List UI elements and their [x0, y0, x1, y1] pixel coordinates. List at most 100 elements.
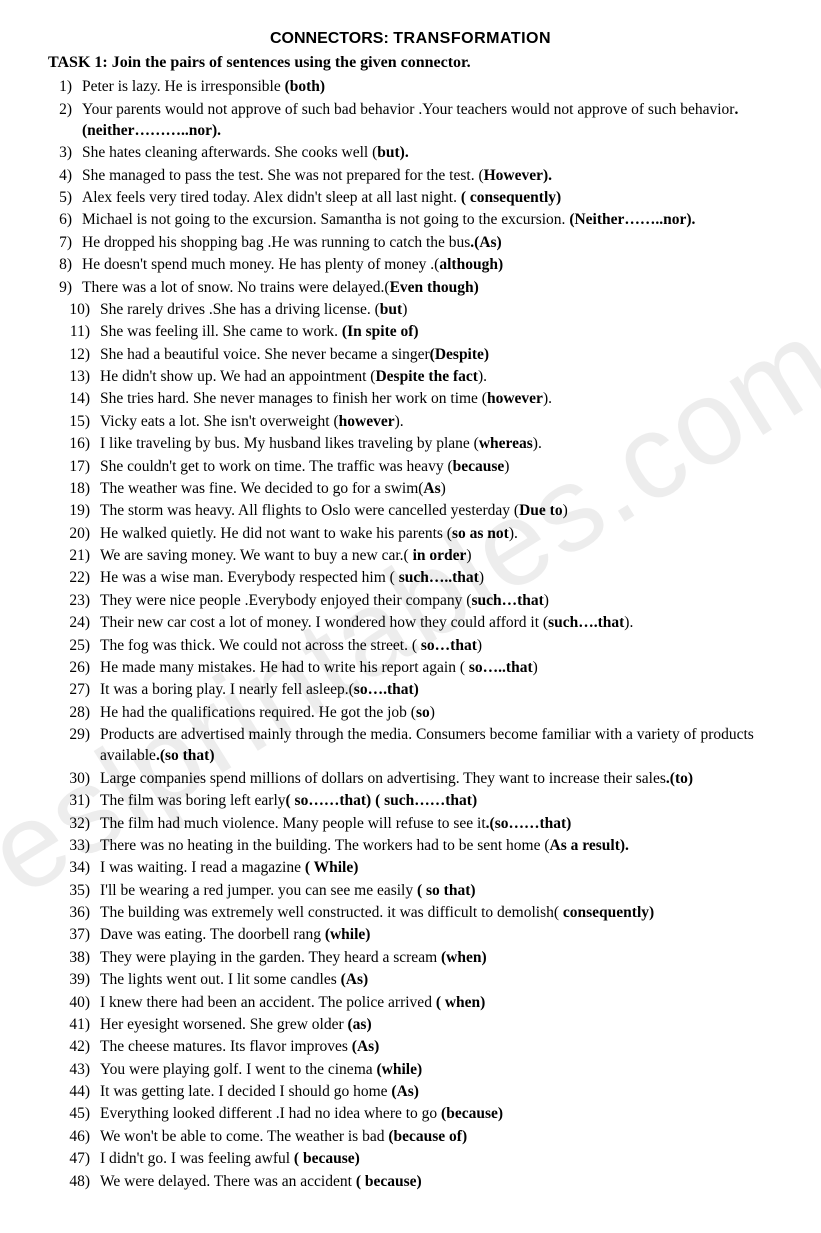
sentence-text: You were playing golf. I went to the cin…	[100, 1061, 377, 1078]
connector-label: However).	[484, 167, 552, 184]
list-item: Peter is lazy. He is irresponsible (both…	[48, 76, 773, 97]
sentence-text: They were playing in the garden. They he…	[100, 949, 441, 966]
sentence-text: She couldn't get to work on time. The tr…	[100, 458, 453, 475]
list-item: There was a lot of snow. No trains were …	[48, 277, 773, 298]
sentence-text: The lights went out. I lit some candles	[100, 971, 341, 988]
sentence-text: Large companies spend millions of dollar…	[100, 770, 666, 787]
list-item: It was getting late. I decided I should …	[48, 1081, 773, 1102]
sentence-text: The film was boring left early	[100, 792, 286, 809]
connector-label: Despite the fact	[375, 368, 477, 385]
sentence-text: I knew there had been an accident. The p…	[100, 994, 436, 1011]
closing-text: ).	[533, 435, 542, 452]
list-item: He had the qualifications required. He g…	[48, 702, 773, 723]
list-item: Large companies spend millions of dollar…	[48, 768, 773, 789]
sentence-text: She rarely drives .She has a driving lic…	[100, 301, 380, 318]
connector-label: but	[380, 301, 402, 318]
list-item: I'll be wearing a red jumper. you can se…	[48, 880, 773, 901]
closing-text: )	[466, 547, 471, 564]
sentence-text: There was a lot of snow. No trains were …	[82, 279, 390, 296]
sentence-text: It was getting late. I decided I should …	[100, 1083, 391, 1100]
connector-label: (when)	[441, 949, 487, 966]
title-part2: TRANSFORMATION	[393, 30, 551, 47]
document-title: CONNECTORS: TRANSFORMATION	[48, 28, 773, 50]
list-item: The lights went out. I lit some candles …	[48, 969, 773, 990]
list-item: The weather was fine. We decided to go f…	[48, 478, 773, 499]
closing-text: ).	[624, 614, 633, 631]
list-item: She tries hard. She never manages to fin…	[48, 388, 773, 409]
list-item: It was a boring play. I nearly fell asle…	[48, 679, 773, 700]
sentence-text: Dave was eating. The doorbell rang	[100, 926, 325, 943]
connector-label: whereas	[479, 435, 533, 452]
connector-label: (as)	[348, 1016, 372, 1033]
connector-label: ( because)	[356, 1173, 422, 1190]
sentence-text: I like traveling by bus. My husband like…	[100, 435, 479, 452]
title-sep: :	[383, 30, 393, 47]
list-item: The film had much violence. Many people …	[48, 813, 773, 834]
connector-label: (Despite)	[430, 346, 489, 363]
connector-label: (because)	[441, 1105, 503, 1122]
list-item: You were playing golf. I went to the cin…	[48, 1059, 773, 1080]
connector-label: .(so……that)	[486, 815, 572, 832]
list-item: She was feeling ill. She came to work. (…	[48, 321, 773, 342]
connector-label: such….that	[548, 614, 624, 631]
connector-label: although)	[439, 256, 503, 273]
connector-label: Due to	[519, 502, 562, 519]
sentence-text: The cheese matures. Its flavor improves	[100, 1038, 352, 1055]
closing-text: )	[477, 637, 482, 654]
connector-label: As	[423, 480, 440, 497]
connector-label: in order	[413, 547, 467, 564]
list-item: He doesn't spend much money. He has plen…	[48, 254, 773, 275]
list-item: He walked quietly. He did not want to wa…	[48, 523, 773, 544]
list-item: She hates cleaning afterwards. She cooks…	[48, 142, 773, 163]
sentence-text: He made many mistakes. He had to write h…	[100, 659, 469, 676]
connector-label: such…that	[471, 592, 543, 609]
list-item: Michael is not going to the excursion. S…	[48, 209, 773, 230]
closing-text: ).	[543, 390, 552, 407]
list-item: The storm was heavy. All flights to Oslo…	[48, 500, 773, 521]
connector-label: (because of)	[388, 1128, 467, 1145]
sentence-text: Peter is lazy. He is irresponsible	[82, 78, 285, 95]
connector-label: such…..that	[399, 569, 479, 586]
list-item: Everything looked different .I had no id…	[48, 1103, 773, 1124]
sentence-text: Alex feels very tired today. Alex didn't…	[82, 189, 461, 206]
list-item: He dropped his shopping bag .He was runn…	[48, 232, 773, 253]
connector-label: however	[339, 413, 395, 430]
connector-label: (As)	[341, 971, 369, 988]
closing-text: ).	[509, 525, 518, 542]
connector-label: (Neither……..nor).	[569, 211, 695, 228]
closing-text: )	[563, 502, 568, 519]
list-item: Dave was eating. The doorbell rang (whil…	[48, 924, 773, 945]
list-item: I didn't go. I was feeling awful ( becau…	[48, 1148, 773, 1169]
sentence-text: He doesn't spend much money. He has plen…	[82, 256, 439, 273]
sentence-text: I was waiting. I read a magazine	[100, 859, 305, 876]
sentence-text: I'll be wearing a red jumper. you can se…	[100, 882, 417, 899]
list-item: The building was extremely well construc…	[48, 902, 773, 923]
task-heading: TASK 1: Join the pairs of sentences usin…	[48, 52, 773, 74]
connector-label: ( consequently)	[461, 189, 561, 206]
list-item: Vicky eats a lot. She isn't overweight (…	[48, 411, 773, 432]
sentence-text: Her eyesight worsened. She grew older	[100, 1016, 348, 1033]
list-item: Her eyesight worsened. She grew older (a…	[48, 1014, 773, 1035]
list-item: The cheese matures. Its flavor improves …	[48, 1036, 773, 1057]
list-item: We were delayed. There was an accident (…	[48, 1171, 773, 1192]
closing-text: ).	[395, 413, 404, 430]
list-item: He didn't show up. We had an appointment…	[48, 366, 773, 387]
connector-label: (As)	[391, 1083, 419, 1100]
sentence-text: The weather was fine. We decided to go f…	[100, 480, 423, 497]
list-item: She couldn't get to work on time. The tr…	[48, 456, 773, 477]
connector-label: ( While)	[305, 859, 359, 876]
sentence-text: He walked quietly. He did not want to wa…	[100, 525, 452, 542]
closing-text: )	[441, 480, 446, 497]
sentence-text: He dropped his shopping bag .He was runn…	[82, 234, 470, 251]
list-item: The film was boring left early( so……that…	[48, 790, 773, 811]
list-item: Their new car cost a lot of money. I won…	[48, 612, 773, 633]
closing-text: ).	[478, 368, 487, 385]
list-item: Products are advertised mainly through t…	[48, 724, 773, 767]
sentence-text: He didn't show up. We had an appointment…	[100, 368, 375, 385]
connector-label: however	[487, 390, 543, 407]
connector-label: but).	[377, 144, 408, 161]
closing-text: )	[544, 592, 549, 609]
list-item: She rarely drives .She has a driving lic…	[48, 299, 773, 320]
list-item: There was no heating in the building. Th…	[48, 835, 773, 856]
connector-label: (both)	[285, 78, 325, 95]
